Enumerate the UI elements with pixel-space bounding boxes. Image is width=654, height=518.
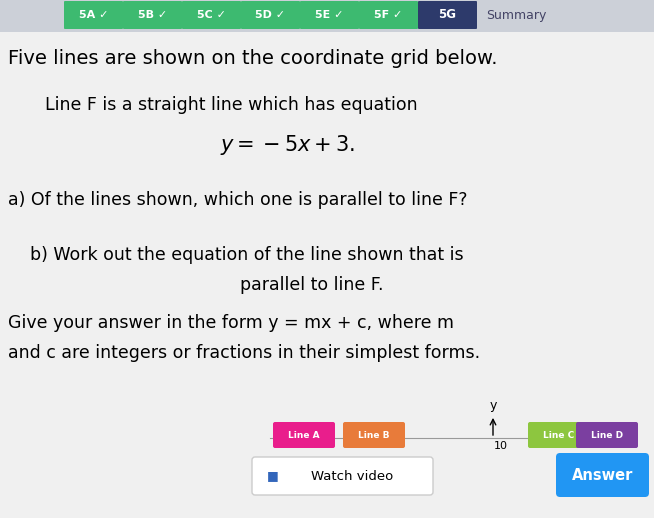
Text: Line A: Line A [288, 430, 320, 439]
Text: a) Of the lines shown, which one is parallel to line F?: a) Of the lines shown, which one is para… [8, 191, 468, 209]
Text: y: y [489, 399, 496, 412]
FancyBboxPatch shape [300, 1, 359, 29]
Text: 5F ✓: 5F ✓ [374, 10, 403, 20]
Text: Give your answer in the form y = mx + c, where m: Give your answer in the form y = mx + c,… [8, 314, 454, 332]
Text: $y = -5x + 3.$: $y = -5x + 3.$ [220, 133, 355, 157]
Text: 5A ✓: 5A ✓ [78, 10, 109, 20]
Text: 5E ✓: 5E ✓ [315, 10, 344, 20]
Text: 5B ✓: 5B ✓ [138, 10, 167, 20]
Text: 5D ✓: 5D ✓ [256, 10, 286, 20]
Text: Line D: Line D [591, 430, 623, 439]
FancyBboxPatch shape [576, 422, 638, 448]
Text: b) Work out the equation of the line shown that is: b) Work out the equation of the line sho… [30, 246, 464, 264]
FancyBboxPatch shape [64, 1, 123, 29]
Text: Summary: Summary [486, 8, 546, 22]
FancyBboxPatch shape [0, 32, 654, 518]
Text: ■: ■ [267, 469, 279, 482]
Text: parallel to line F.: parallel to line F. [240, 276, 383, 294]
FancyBboxPatch shape [528, 422, 590, 448]
Text: Five lines are shown on the coordinate grid below.: Five lines are shown on the coordinate g… [8, 49, 498, 67]
Text: Watch video: Watch video [311, 469, 394, 482]
Text: Line B: Line B [358, 430, 390, 439]
FancyBboxPatch shape [418, 1, 477, 29]
FancyBboxPatch shape [123, 1, 182, 29]
Text: Line F is a straight line which has equation: Line F is a straight line which has equa… [45, 96, 418, 114]
FancyBboxPatch shape [241, 1, 300, 29]
Text: 10: 10 [494, 441, 508, 451]
Text: 5G: 5G [438, 8, 456, 22]
Text: Answer: Answer [572, 468, 633, 482]
Text: 5C ✓: 5C ✓ [197, 10, 226, 20]
FancyBboxPatch shape [273, 422, 335, 448]
FancyBboxPatch shape [343, 422, 405, 448]
FancyBboxPatch shape [252, 457, 433, 495]
FancyBboxPatch shape [359, 1, 418, 29]
FancyBboxPatch shape [556, 453, 649, 497]
Text: and c are integers or fractions in their simplest forms.: and c are integers or fractions in their… [8, 344, 480, 362]
Text: Line C: Line C [543, 430, 575, 439]
FancyBboxPatch shape [182, 1, 241, 29]
